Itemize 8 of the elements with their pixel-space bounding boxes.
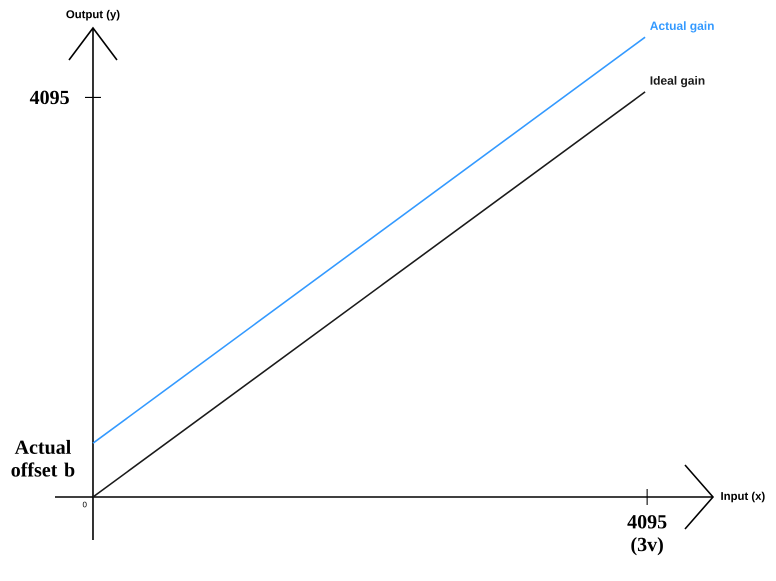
text: 0 — [82, 502, 87, 508]
annotation: 4095 — [30, 90, 69, 104]
series-label: Ideal gain — [650, 76, 704, 88]
y-axis-title: Output (y) — [66, 10, 120, 20]
text: 4095 (3v) — [627, 515, 666, 556]
annotation: Actual offset b — [11, 440, 74, 477]
x-axis-title: Input (x) — [721, 492, 765, 502]
series-label: Actual gain — [650, 21, 714, 32]
